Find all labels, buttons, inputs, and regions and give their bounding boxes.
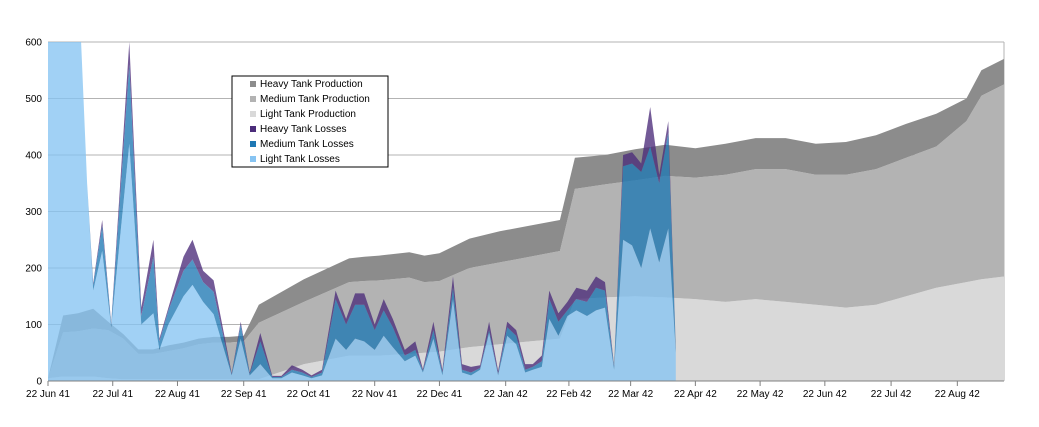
legend-label-light-tank-production: Light Tank Production xyxy=(260,109,356,120)
x-tick-label: 22 Jul 42 xyxy=(871,389,912,400)
area-medium-tank-production xyxy=(48,84,1004,380)
y-tick-label: 0 xyxy=(36,377,42,388)
y-tick-label: 600 xyxy=(25,38,42,49)
y-tick-label: 300 xyxy=(25,207,42,218)
x-tick-label: 22 Jun 41 xyxy=(26,389,70,400)
legend-swatch-medium-tank-production xyxy=(250,96,256,102)
x-tick-label: 22 Sep 41 xyxy=(221,389,267,400)
legend-label-heavy-tank-production: Heavy Tank Production xyxy=(260,79,363,90)
x-tick-label: 22 Nov 41 xyxy=(352,389,398,400)
y-tick-label: 100 xyxy=(25,320,42,331)
area-light-tank-losses xyxy=(48,42,676,381)
area-series xyxy=(48,42,1004,381)
x-tick-label: 22 Jan 42 xyxy=(484,389,528,400)
y-tick-label: 500 xyxy=(25,94,42,105)
legend-swatch-heavy-tank-losses xyxy=(250,126,256,132)
area-heavy-tank-production xyxy=(48,58,1004,379)
legend-swatch-light-tank-production xyxy=(250,111,256,117)
y-tick-label: 200 xyxy=(25,264,42,275)
legend-label-medium-tank-losses: Medium Tank Losses xyxy=(260,139,354,150)
x-tick-label: 22 Apr 42 xyxy=(674,389,717,400)
x-tick-label: 22 May 42 xyxy=(737,389,784,400)
x-tick-label: 22 Dec 41 xyxy=(417,389,463,400)
legend-swatch-heavy-tank-production xyxy=(250,81,256,87)
legend: Heavy Tank Production Medium Tank Product… xyxy=(231,75,389,168)
legend-label-heavy-tank-losses: Heavy Tank Losses xyxy=(260,124,347,135)
legend-swatch-medium-tank-losses xyxy=(250,141,256,147)
x-tick-label: 22 Mar 42 xyxy=(608,389,653,400)
area-light-tank-production xyxy=(48,276,1004,381)
x-tick-label: 22 Oct 41 xyxy=(287,389,331,400)
legend-label-medium-tank-production: Medium Tank Production xyxy=(260,94,370,105)
x-tick-label: 22 Aug 42 xyxy=(935,389,980,400)
legend-box xyxy=(231,75,389,168)
y-tick-label: 400 xyxy=(25,151,42,162)
legend-swatch-light-tank-losses xyxy=(250,156,256,162)
x-tick-label: 22 Jul 41 xyxy=(92,389,133,400)
axes: 0 100 200 300 400 500 600 22 Jun 41 22 Jul 41 22 … xyxy=(25,38,1004,400)
legend-label-light-tank-losses: Light Tank Losses xyxy=(260,154,340,165)
area-medium-tank-losses xyxy=(48,42,676,379)
x-tick-label: 22 Aug 41 xyxy=(155,389,200,400)
x-tick-label: 22 Feb 42 xyxy=(546,389,591,400)
x-tick-label: 22 Jun 42 xyxy=(803,389,847,400)
